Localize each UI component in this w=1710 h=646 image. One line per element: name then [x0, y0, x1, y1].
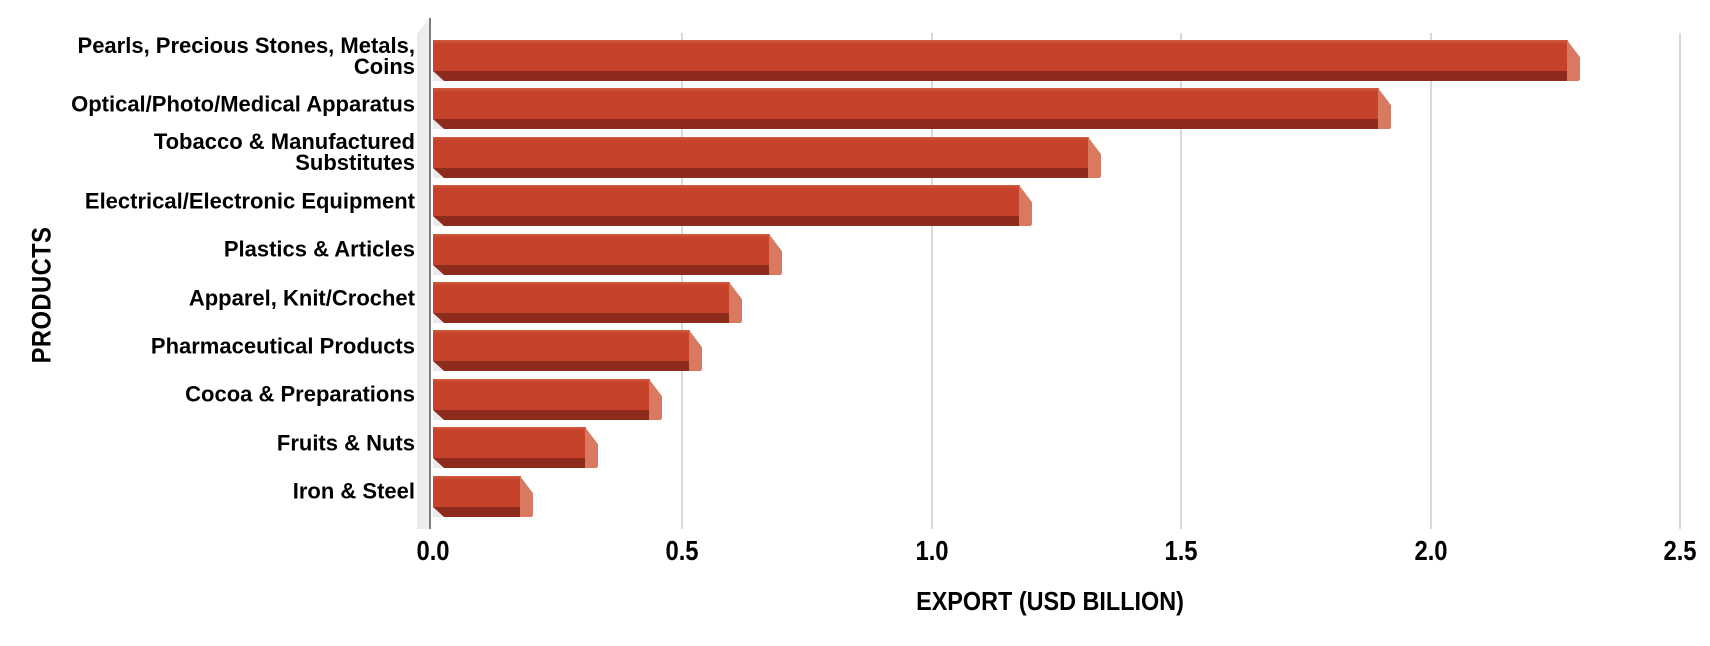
- bar-face: [433, 282, 730, 313]
- bar-bottom-shadow: [433, 216, 1020, 226]
- bar-bottom-shadow: [433, 458, 586, 468]
- bar-9: [433, 427, 598, 468]
- bar-end-cap: [689, 330, 702, 371]
- bar-end-cap: [1088, 137, 1101, 178]
- axis-wall-3d: [417, 16, 431, 529]
- bar-6: [433, 282, 742, 323]
- bar-8: [433, 379, 662, 420]
- bar-5: [433, 234, 782, 275]
- bar-face: [433, 379, 650, 410]
- x-tick-label: 0.5: [665, 535, 699, 566]
- bar-bottom-shadow: [433, 119, 1379, 129]
- category-label: Pearls, Precious Stones, Metals, Coins: [77, 33, 415, 79]
- bar-end-cap: [585, 427, 598, 468]
- x-axis-title: EXPORT (USD BILLION): [916, 586, 1184, 616]
- bar-face: [433, 40, 1568, 71]
- category-label: Optical/Photo/Medical Apparatus: [71, 91, 415, 117]
- gridline: [930, 33, 933, 529]
- bar-end-cap: [1567, 40, 1580, 81]
- bar-face: [433, 137, 1089, 168]
- y-axis-title: PRODUCTS: [26, 226, 57, 364]
- bar-end-cap: [729, 282, 742, 323]
- bar-end-cap: [1019, 185, 1032, 226]
- category-label: Cocoa & Preparations: [185, 381, 415, 407]
- bar-2: [433, 88, 1391, 129]
- bar-face: [433, 330, 690, 361]
- bar-1: [433, 40, 1580, 81]
- category-label: Pharmaceutical Products: [150, 333, 415, 359]
- x-tick-label: 2.0: [1414, 535, 1448, 566]
- x-tick-label: 1.5: [1164, 535, 1198, 566]
- gridline: [1429, 33, 1432, 529]
- category-label: Iron & Steel: [292, 478, 415, 504]
- gridline: [1679, 33, 1681, 529]
- bar-face: [433, 234, 770, 265]
- bar-end-cap: [649, 379, 662, 420]
- bar-face: [433, 185, 1020, 216]
- bar-bottom-shadow: [433, 410, 650, 420]
- bar-end-cap: [1378, 88, 1391, 129]
- gridline: [1180, 33, 1183, 529]
- bar-bottom-shadow: [433, 168, 1089, 178]
- bar-bottom-shadow: [433, 265, 770, 275]
- category-label: Apparel, Knit/Crochet: [188, 285, 415, 311]
- x-tick-label: 1.0: [915, 535, 949, 566]
- bar-bottom-shadow: [433, 361, 690, 371]
- category-label: Plastics & Articles: [223, 236, 415, 262]
- bar-end-cap: [520, 476, 533, 517]
- bar-face: [433, 88, 1379, 119]
- bar-7: [433, 330, 702, 371]
- bar-bottom-shadow: [433, 507, 521, 517]
- bar-bottom-shadow: [433, 313, 730, 323]
- gridline: [681, 33, 684, 529]
- bar-face: [433, 427, 586, 458]
- bar-3: [433, 137, 1101, 178]
- category-label: Tobacco & Manufactured Substitutes: [153, 129, 415, 175]
- bar-face: [433, 476, 521, 507]
- category-label: Electrical/Electronic Equipment: [84, 188, 415, 214]
- bar-bottom-shadow: [433, 71, 1568, 81]
- y-axis-line: [429, 18, 431, 529]
- bar-10: [433, 476, 533, 517]
- bar-4: [433, 185, 1032, 226]
- category-label: Fruits & Nuts: [276, 430, 415, 456]
- bar-end-cap: [769, 234, 782, 275]
- x-tick-label: 2.5: [1663, 535, 1697, 566]
- x-tick-label: 0.0: [416, 535, 450, 566]
